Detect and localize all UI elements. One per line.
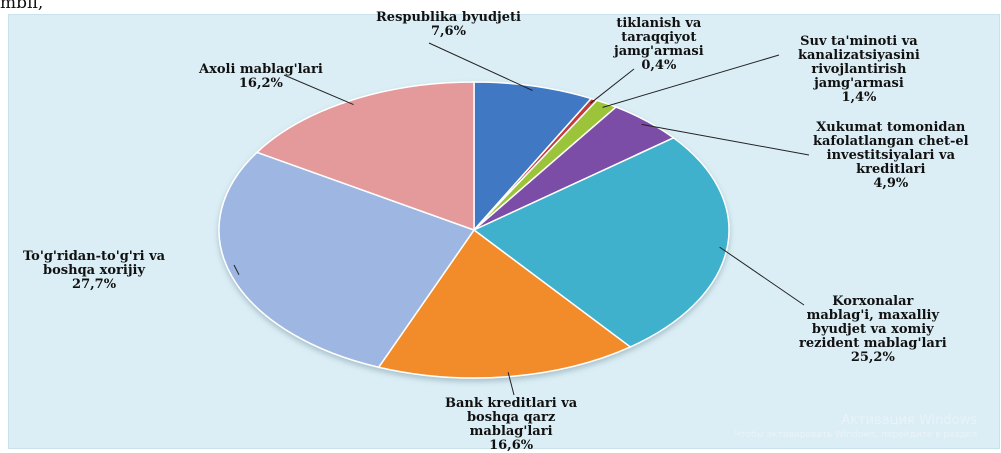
pie-chart	[218, 42, 810, 396]
slice-label-xukumat: Xukumat tomonidan kafolatlangan chet-el …	[813, 120, 969, 191]
leader-line-tiklanish	[590, 68, 635, 104]
pie-slice-respublika-byudjeti	[473, 81, 593, 232]
leader-line-bank-kreditlari	[507, 372, 515, 396]
slice-label-axoli: Axoli mablag'lari 16,2%	[199, 62, 323, 91]
leader-line-korxonalar	[719, 246, 805, 306]
leader-line-axoli	[283, 74, 354, 106]
windows-activation-watermark: Активация Windows Чтобы активировать Win…	[734, 413, 977, 441]
page-text-fragment: mbil,	[0, 0, 44, 16]
pie-slice-axoli	[255, 81, 475, 232]
slice-label-korxonalar: Korxonalar mablag'i, maxalliy byudjet va…	[799, 294, 947, 365]
slice-label-tiklanish: tiklanish va taraqqiyot jamg'armasi 0,4%	[614, 16, 704, 73]
leader-line-respublika-byudjeti	[428, 42, 533, 91]
pie-slice-korxonalar	[472, 136, 730, 348]
slice-label-togridan-togri: To'g'ridan-to'g'ri va boshqa xorijiy 27,…	[23, 249, 166, 292]
slice-label-respublika-byudjeti: Respublika byudjeti 7,6%	[376, 10, 521, 39]
slice-label-suv-taminoti: Suv ta'minoti va kanalizatsiyasini rivoj…	[798, 34, 920, 105]
slice-label-bank-kreditlari: Bank kreditlari va boshqa qarz mablag'la…	[445, 396, 578, 453]
pie-slice-togridan-togri	[218, 151, 476, 369]
leader-line-suv-taminoti	[602, 54, 780, 108]
leader-line-xukumat	[641, 123, 810, 156]
leader-line-togridan-togri	[233, 264, 240, 276]
pie-chart-area: Respublika byudjeti 7,6% tiklanish va ta…	[8, 10, 1000, 453]
